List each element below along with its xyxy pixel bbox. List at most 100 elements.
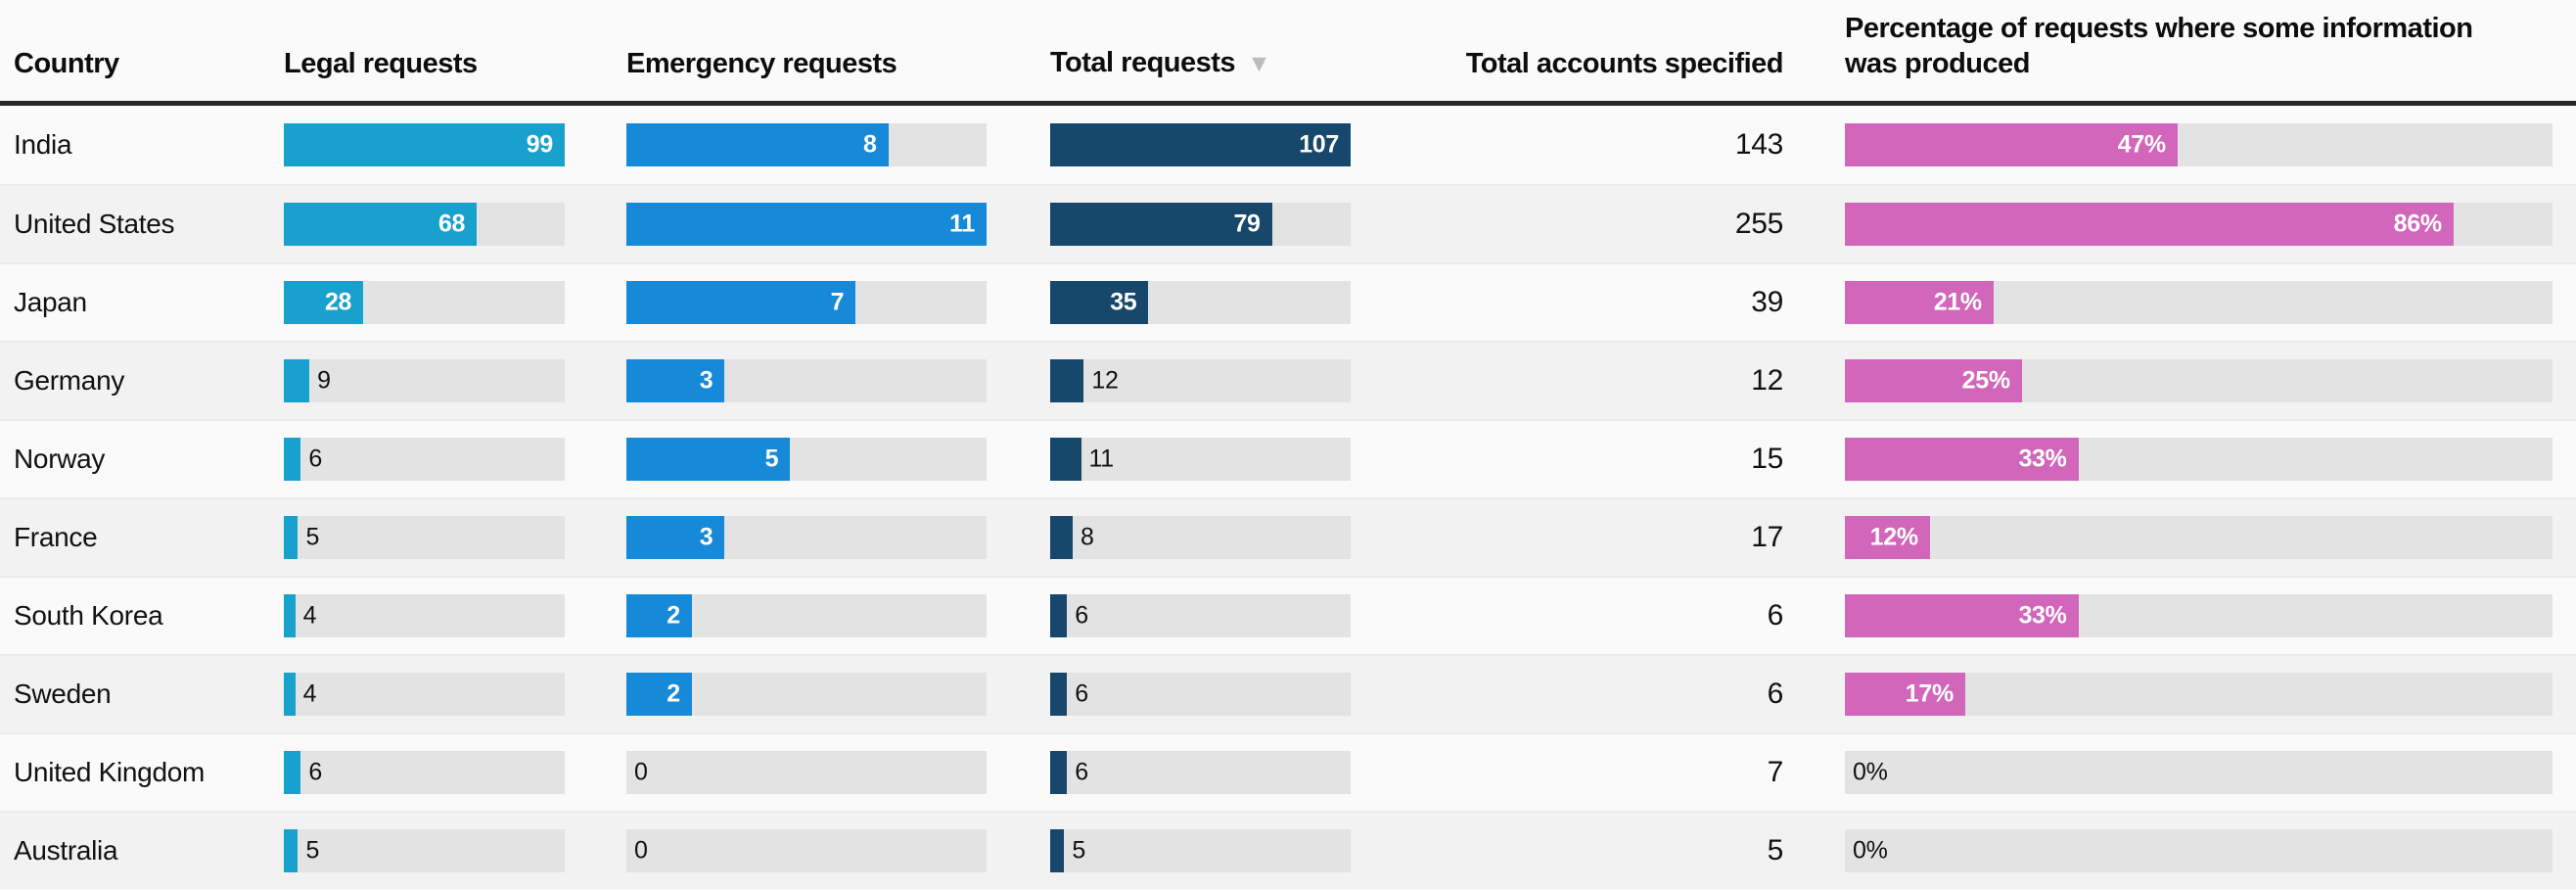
total-requests-bar-cell: 35 — [1050, 281, 1351, 324]
bar-track: 7 — [626, 281, 987, 324]
country-label: United Kingdom — [14, 757, 206, 787]
legal-requests-bar — [284, 829, 299, 872]
country-label: Australia — [14, 835, 118, 866]
total-requests-bar — [1050, 438, 1081, 481]
bar-track: 6 — [284, 751, 565, 794]
column-header-total-accounts[interactable]: Total accounts specified — [1465, 48, 1784, 79]
table-row: South Korea 4 2 6 6 33% — [0, 576, 2576, 654]
column-header-total-requests-label: Total requests — [1050, 47, 1236, 78]
total-requests-bar — [1050, 751, 1068, 794]
bar-track: 0 — [626, 751, 987, 794]
table-row: Sweden 4 2 6 6 17% — [0, 654, 2576, 732]
percent-produced-bar-cell: 47% — [1845, 123, 2553, 166]
legal-requests-bar-cell: 68 — [284, 203, 565, 246]
bar-value-label: 6 — [1075, 601, 1088, 630]
bar-track: 11 — [1050, 438, 1351, 481]
total-requests-bar — [1050, 673, 1068, 716]
total-requests-bar-cell: 8 — [1050, 516, 1351, 559]
bar-track: 2 — [626, 673, 987, 716]
bar-track: 11 — [626, 203, 987, 246]
legal-requests-bar-cell: 99 — [284, 123, 565, 166]
column-header-total-requests[interactable]: Total requests ▼ — [1050, 45, 1351, 101]
legal-requests-bar-cell: 28 — [284, 281, 565, 324]
percent-produced-bar — [1845, 359, 2022, 402]
legal-requests-bar — [284, 359, 310, 402]
bar-value-label: 5 — [1072, 836, 1085, 865]
bar-track: 0% — [1845, 829, 2553, 872]
bar-track: 6 — [1050, 673, 1351, 716]
emergency-requests-bar-cell: 2 — [626, 594, 987, 637]
bar-value-label: 0% — [1853, 836, 1888, 865]
bar-value-label: 33% — [2018, 445, 2067, 473]
bar-track: 0 — [626, 829, 987, 872]
accounts-specified-value: 143 — [1734, 128, 1783, 161]
country-label: Japan — [14, 287, 87, 317]
bar-value-label: 5 — [305, 836, 320, 865]
bar-track: 8 — [1050, 516, 1351, 559]
bar-value-label: 86% — [2393, 210, 2442, 238]
total-requests-bar-cell: 6 — [1050, 594, 1351, 637]
percent-produced-bar — [1845, 673, 1965, 716]
table-row: Germany 9 3 12 12 25% — [0, 341, 2576, 419]
accounts-specified-value: 5 — [1767, 834, 1784, 867]
emergency-requests-bar-cell: 3 — [626, 516, 987, 559]
legal-requests-bar — [284, 673, 296, 716]
emergency-requests-bar — [626, 673, 692, 716]
column-header-legal-requests[interactable]: Legal requests — [284, 48, 478, 79]
percent-produced-bar — [1845, 516, 1930, 559]
accounts-specified-value: 6 — [1767, 678, 1784, 710]
table-row: France 5 3 8 17 12% — [0, 497, 2576, 576]
bar-value-label: 7 — [830, 288, 845, 316]
total-requests-bar-cell: 12 — [1050, 359, 1351, 402]
bar-value-label: 6 — [308, 758, 322, 786]
bar-track: 12% — [1845, 516, 2553, 559]
bar-value-label: 4 — [302, 601, 317, 630]
bar-value-label: 35 — [1110, 288, 1137, 316]
total-requests-bar — [1050, 594, 1068, 637]
legal-requests-bar — [284, 751, 301, 794]
table-row: Australia 5 0 5 5 0% — [0, 811, 2576, 889]
bar-value-label: 33% — [2018, 601, 2067, 630]
column-header-percent-produced[interactable]: Percentage of requests where some inform… — [1845, 13, 2473, 79]
accounts-specified-value: 7 — [1767, 756, 1784, 788]
percent-produced-bar-cell: 21% — [1845, 281, 2553, 324]
percent-produced-bar-cell: 0% — [1845, 751, 2553, 794]
bar-value-label: 4 — [302, 679, 317, 708]
bar-track: 47% — [1845, 123, 2553, 166]
emergency-requests-bar — [626, 516, 725, 559]
bar-track: 0% — [1845, 751, 2553, 794]
column-header-country[interactable]: Country — [14, 48, 119, 79]
bar-track: 4 — [284, 594, 565, 637]
total-requests-bar — [1050, 203, 1272, 246]
total-requests-bar-cell: 107 — [1050, 123, 1351, 166]
bar-track: 9 — [284, 359, 565, 402]
bar-value-label: 6 — [1075, 758, 1088, 786]
table-header: Country Legal requests Emergency request… — [0, 0, 2576, 106]
sort-desc-icon[interactable]: ▼ — [1247, 50, 1271, 77]
table-body: India 99 8 107 143 47% Un — [0, 106, 2576, 889]
bar-value-label: 12 — [1091, 366, 1119, 395]
bar-track: 5 — [626, 438, 987, 481]
bar-track: 35 — [1050, 281, 1351, 324]
bar-value-label: 8 — [863, 130, 877, 159]
emergency-requests-bar-cell: 0 — [626, 829, 987, 872]
country-label: India — [14, 129, 72, 160]
legal-requests-bar — [284, 438, 301, 481]
total-requests-bar-cell: 6 — [1050, 673, 1351, 716]
bar-value-label: 0 — [634, 758, 648, 786]
accounts-specified-value: 15 — [1751, 443, 1783, 475]
emergency-requests-bar — [626, 281, 856, 324]
bar-value-label: 5 — [764, 445, 779, 473]
bar-value-label: 12% — [1869, 523, 1918, 551]
legal-requests-bar — [284, 203, 478, 246]
percent-produced-bar-cell: 25% — [1845, 359, 2553, 402]
bar-track: 3 — [626, 359, 987, 402]
bar-value-label: 5 — [305, 523, 320, 551]
bar-track: 99 — [284, 123, 565, 166]
bar-track: 68 — [284, 203, 565, 246]
bar-value-label: 21% — [1933, 288, 1982, 316]
column-header-emergency-requests[interactable]: Emergency requests — [626, 48, 897, 79]
emergency-requests-bar — [626, 594, 692, 637]
emergency-requests-bar — [626, 438, 791, 481]
total-requests-bar — [1050, 123, 1351, 166]
